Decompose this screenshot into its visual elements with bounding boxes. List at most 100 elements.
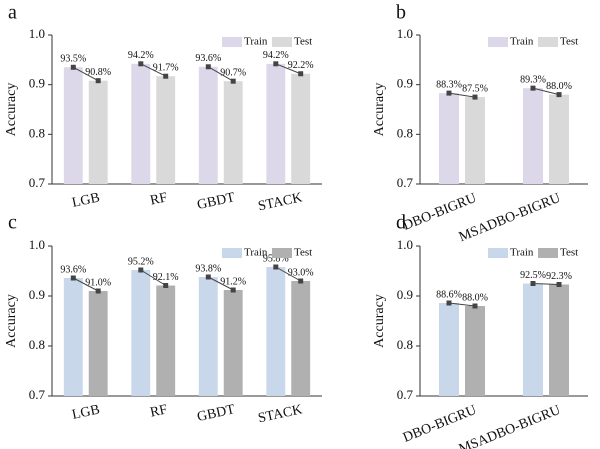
legend-swatch <box>538 248 558 258</box>
marker <box>273 264 279 270</box>
bar <box>223 290 243 396</box>
bar <box>291 73 311 184</box>
connector <box>448 302 476 307</box>
marker <box>70 275 76 281</box>
y-axis-label: Accuracy <box>4 294 19 348</box>
legend-label: Test <box>294 247 312 259</box>
marker <box>205 64 211 70</box>
value-label: 90.7% <box>220 67 246 78</box>
marker <box>273 61 279 67</box>
marker <box>530 85 536 91</box>
value-label: 87.5% <box>462 83 488 94</box>
legend-label: Test <box>294 36 312 48</box>
value-label: 93.6% <box>195 53 221 64</box>
value-label: 93.8% <box>195 263 221 274</box>
x-tick-label: RF <box>149 190 169 208</box>
panel: c Accuracy 0.7 0.8 0.9 1.0 LGB 93.6% 91.0% RF 95.2… <box>4 212 322 426</box>
value-label: 95.2% <box>128 256 154 267</box>
bar <box>198 277 218 396</box>
value-label: 92.3% <box>546 271 572 282</box>
marker <box>95 78 101 84</box>
bar <box>88 80 108 184</box>
marker <box>230 78 236 84</box>
connector <box>275 266 301 282</box>
value-label: 93.5% <box>60 54 86 65</box>
connector <box>532 87 560 96</box>
marker <box>163 73 169 79</box>
bar <box>465 97 485 184</box>
x-tick-label: RF <box>149 402 169 420</box>
value-label: 88.0% <box>462 292 488 303</box>
value-label: 92.5% <box>520 270 546 281</box>
y-axis-label: Accuracy <box>372 83 387 137</box>
y-tick-label: 1.0 <box>29 237 45 252</box>
bar <box>291 281 311 396</box>
marker <box>446 90 452 96</box>
marker <box>530 281 536 286</box>
value-label: 92.1% <box>153 272 179 283</box>
value-label: 91.0% <box>85 277 111 288</box>
bar <box>439 93 459 184</box>
panel-label: c <box>8 212 17 234</box>
y-tick-label: 0.9 <box>29 287 45 302</box>
value-label: 94.2% <box>263 50 289 61</box>
value-label: 88.6% <box>436 289 462 300</box>
legend-label: Train <box>510 247 534 259</box>
bar <box>549 284 569 396</box>
y-tick-label: 0.9 <box>29 76 45 91</box>
x-tick-label: LGB <box>71 190 102 210</box>
value-label: 88.3% <box>436 79 462 90</box>
panel: a Accuracy 0.7 0.8 0.9 1.0 LGB 93.5% 90.8% RF 94.2… <box>4 2 322 214</box>
connector <box>140 63 166 77</box>
legend-label: Train <box>244 36 268 48</box>
value-label: 93.0% <box>288 267 314 278</box>
y-tick-label: 1.0 <box>397 237 413 252</box>
connector <box>140 269 166 286</box>
marker <box>472 303 478 309</box>
legend-swatch <box>538 37 558 47</box>
x-tick-label: GBDT <box>196 402 237 425</box>
y-tick-label: 1.0 <box>397 26 413 41</box>
value-label: 92.2% <box>288 60 314 71</box>
marker <box>138 267 144 273</box>
y-tick-label: 0.8 <box>397 125 413 140</box>
connector <box>73 277 99 292</box>
legend-swatch <box>222 248 242 258</box>
bar <box>223 81 243 184</box>
marker <box>163 283 169 288</box>
marker <box>556 282 562 287</box>
bar <box>198 66 218 184</box>
bar <box>523 283 543 396</box>
panel-label: d <box>396 212 406 234</box>
marker <box>230 287 236 293</box>
panel-label: a <box>8 2 17 24</box>
x-tick-label: STACK <box>257 190 304 214</box>
bar <box>439 303 459 396</box>
value-label: 90.8% <box>85 67 111 78</box>
y-tick-label: 0.7 <box>397 175 414 190</box>
bar <box>131 270 151 396</box>
legend-swatch <box>488 248 508 258</box>
legend-swatch <box>222 37 242 47</box>
value-label: 91.7% <box>153 63 179 74</box>
bar <box>63 67 83 184</box>
legend-label: Train <box>244 247 268 259</box>
connector <box>73 66 99 82</box>
y-tick-label: 0.7 <box>29 175 46 190</box>
bar <box>156 285 176 396</box>
y-tick-label: 0.9 <box>397 76 413 91</box>
bar <box>465 306 485 396</box>
bar <box>266 267 286 396</box>
y-tick-label: 0.7 <box>397 387 414 402</box>
y-tick-label: 0.8 <box>397 337 413 352</box>
y-tick-label: 0.8 <box>29 337 45 352</box>
marker <box>70 64 76 70</box>
legend-swatch <box>272 248 292 258</box>
bar <box>63 278 83 396</box>
legend-swatch <box>488 37 508 47</box>
connector <box>275 63 301 75</box>
marker <box>95 288 101 294</box>
connector <box>532 283 560 285</box>
